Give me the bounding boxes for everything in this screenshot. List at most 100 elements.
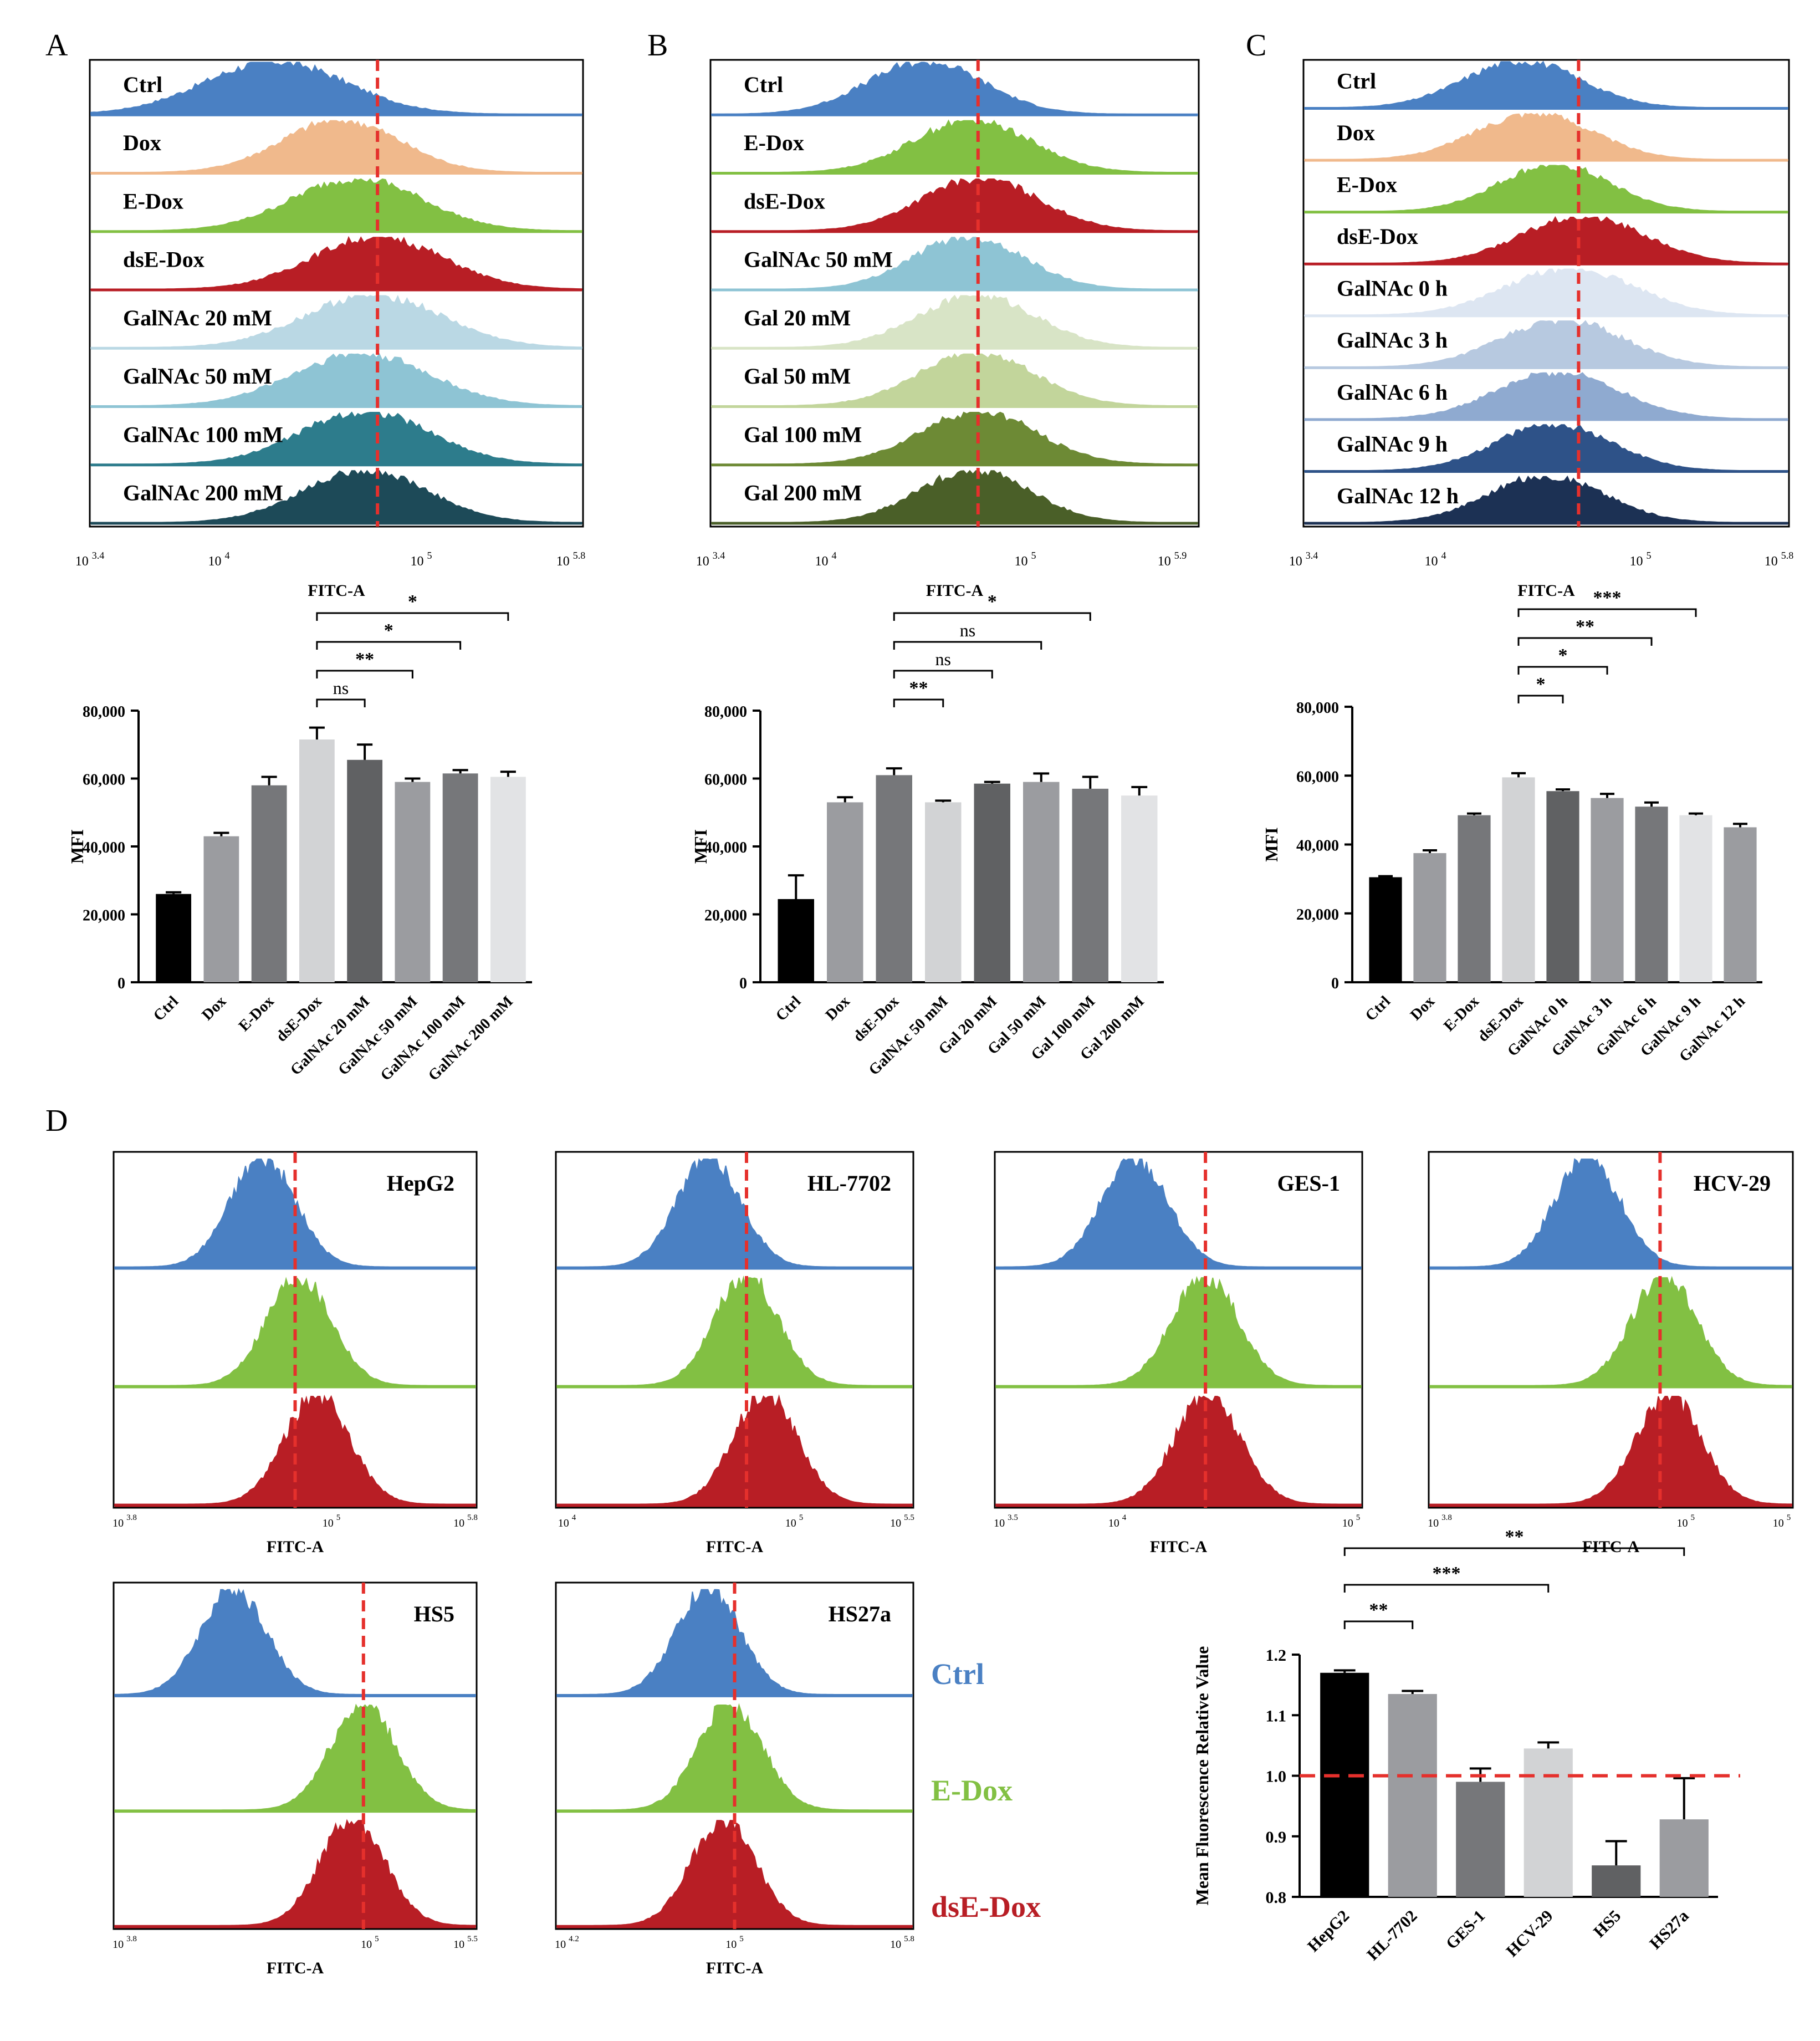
tick-exponent: 5: [1787, 1513, 1791, 1522]
x-axis-label: FITC-A: [1517, 581, 1575, 600]
significance-label: **: [909, 678, 928, 698]
series-label: GalNAc 200 mM: [123, 481, 283, 506]
cell-line-label: HCV-29: [1694, 1171, 1771, 1196]
tick-exponent: 5.8: [1781, 550, 1794, 561]
series-label: Ctrl: [744, 72, 783, 97]
y-tick-label: 1.2: [1266, 1646, 1287, 1665]
category-label: Ctrl: [1362, 993, 1394, 1024]
tick-base: 10: [208, 554, 225, 569]
bar: [251, 785, 287, 982]
y-tick-label: 0.8: [1266, 1889, 1287, 1907]
panel-label-D: D: [45, 1104, 68, 1138]
category-label: HCV-29: [1503, 1907, 1557, 1961]
significance-bracket: [893, 641, 1042, 650]
tick-exponent: 5: [1031, 550, 1036, 561]
y-tick-label: 0: [1331, 975, 1339, 992]
series-label: E-Dox: [744, 130, 804, 155]
cell-line-label: HepG2: [387, 1171, 454, 1196]
bar: [203, 836, 239, 982]
x-tick-label: 10 5: [1342, 1513, 1361, 1529]
significance-label: ns: [935, 649, 951, 669]
x-tick-label: 10 5: [1630, 550, 1652, 569]
bar: [1635, 807, 1668, 982]
tick-exponent: 5.5: [467, 1935, 478, 1943]
tick-base: 10: [1773, 1517, 1787, 1529]
y-tick-label: 20,000: [704, 907, 747, 925]
bar: [1502, 777, 1535, 982]
significance-label: ***: [1593, 588, 1622, 608]
significance-label: *: [384, 620, 393, 641]
panel-label-C: C: [1246, 28, 1266, 63]
bar: [442, 773, 478, 982]
cell-line-label: GES-1: [1277, 1171, 1340, 1196]
bar-chart-A-bar: 0 20,000 40,000 60,000 80,000 MFI Ctrl Dox E-Dox…: [67, 591, 532, 1084]
series-label: GalNAc 3 h: [1337, 328, 1448, 353]
tick-base: 10: [1630, 554, 1647, 569]
histogram-panel-B: Ctrl E-Dox dsE-Dox GalNAc 50 mM Gal 20 mM Gal…: [696, 59, 1200, 600]
tick-exponent: 5.8: [573, 550, 586, 561]
category-label: GalNAc 200 mM: [425, 993, 517, 1084]
x-tick-label: 10 3.4: [75, 550, 105, 569]
series-label: dsE-Dox: [744, 188, 825, 213]
category-label: Dox: [822, 993, 853, 1024]
x-axis-label: FITC-A: [926, 581, 984, 600]
tick-exponent: 3.5: [1008, 1513, 1018, 1522]
tick-exponent: 5: [1356, 1513, 1361, 1522]
significance-label: ns: [960, 620, 975, 640]
tick-exponent: 5.9: [1174, 550, 1187, 561]
x-tick-label: 10 4: [558, 1513, 576, 1529]
tick-exponent: 5.8: [904, 1935, 914, 1943]
y-tick-label: 40,000: [83, 839, 125, 856]
x-tick-label: 10 3.8: [1428, 1513, 1452, 1529]
significance-bracket: [1517, 608, 1697, 617]
tick-base: 10: [1015, 554, 1031, 569]
y-tick-label: 80,000: [1296, 700, 1339, 717]
significance-bracket: [893, 670, 993, 678]
y-tick-label: 0: [117, 975, 125, 992]
bar: [1679, 815, 1712, 982]
tick-exponent: 4: [1122, 1513, 1127, 1522]
y-tick-label: 60,000: [704, 772, 747, 789]
x-axis-label: FITC-A: [267, 1538, 324, 1556]
significance-bracket: [893, 698, 944, 707]
x-tick-label: 10 5: [1677, 1513, 1695, 1529]
bar: [1072, 788, 1108, 982]
tick-exponent: 3.4: [713, 550, 725, 561]
significance-label: **: [1369, 1600, 1388, 1620]
bar: [1591, 798, 1624, 982]
x-tick-label: 10 3.5: [994, 1513, 1018, 1529]
category-label: HepG2: [1304, 1907, 1353, 1956]
tick-base: 10: [1765, 554, 1781, 569]
bar-chart-D-bar: 0.8 0.9 1.0 1.1 1.2 Mean Fluorescence Relativ…: [1192, 1527, 1740, 1964]
significance-bracket: [1343, 1620, 1414, 1629]
bar: [156, 894, 192, 982]
bar: [299, 739, 335, 982]
histogram-panel-A: Ctrl Dox E-Dox dsE-Dox GalNAc 20 mM GalNAc 50…: [75, 59, 586, 600]
x-tick-label: 10 5: [411, 550, 432, 569]
bar: [1458, 815, 1491, 982]
tick-exponent: 4: [225, 550, 230, 561]
series-label: Gal 50 mM: [744, 364, 851, 389]
tick-base: 10: [558, 1517, 572, 1529]
significance-label: *: [1536, 674, 1546, 695]
x-tick-label: 10 5.5: [453, 1935, 478, 1951]
bar: [1023, 782, 1060, 982]
tick-exponent: 5: [1691, 1513, 1695, 1522]
series-label: E-Dox: [123, 188, 183, 213]
series-label: Dox: [123, 130, 161, 155]
tick-exponent: 5: [739, 1935, 744, 1943]
significance-label: **: [355, 649, 374, 670]
histogram-peak: [90, 353, 582, 407]
tick-base: 10: [555, 1938, 569, 1951]
histogram-panel-C: Ctrl Dox E-Dox dsE-Dox GalNAc 0 h GalNAc 3 h G…: [1289, 59, 1794, 600]
significance-bracket: [1343, 1547, 1685, 1556]
tick-base: 10: [453, 1938, 467, 1951]
bar: [1388, 1694, 1437, 1897]
series-label: GalNAc 20 mM: [123, 305, 272, 330]
y-axis-label: MFI: [691, 829, 710, 864]
y-tick-label: 0.9: [1266, 1828, 1287, 1846]
significance-bracket: [1517, 666, 1608, 675]
tick-exponent: 5: [375, 1935, 379, 1943]
tick-base: 10: [1289, 554, 1306, 569]
